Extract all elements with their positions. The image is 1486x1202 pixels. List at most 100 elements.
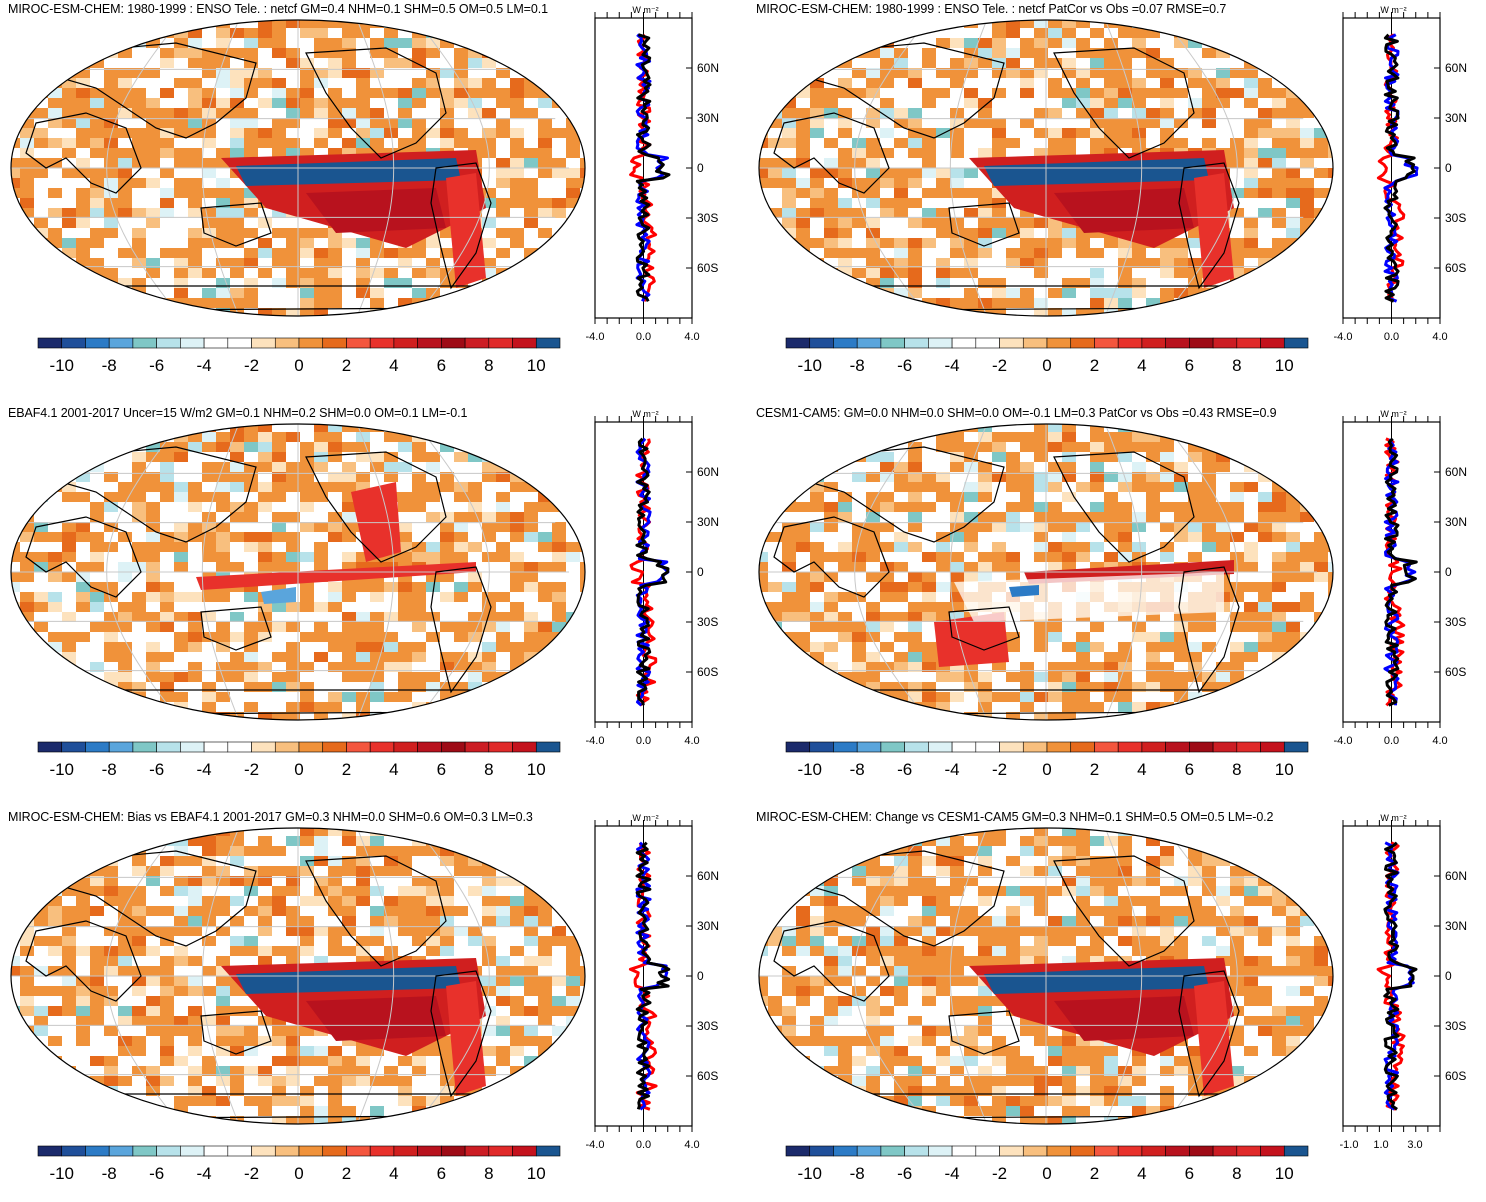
colorbar-label: -2 — [244, 1164, 259, 1183]
colorbar-label: 4 — [389, 1164, 398, 1183]
colorbar-label: -4 — [945, 760, 960, 779]
panel-model-enso: MIROC-ESM-CHEM: 1980-1999 : ENSO Tele. :… — [0, 0, 743, 394]
colorbar-label: -8 — [850, 760, 865, 779]
profile-x-tick-label: 4.0 — [1432, 735, 1447, 747]
latitude-label: 30S — [697, 1019, 718, 1033]
colorbar-label: -4 — [197, 356, 212, 375]
colorbar-label: -8 — [850, 1164, 865, 1183]
latitude-label: 30N — [697, 111, 719, 125]
profile-x-tick-label: 1.0 — [1373, 1139, 1388, 1151]
latitude-label: 0 — [697, 565, 704, 579]
colorbar-label: -10 — [49, 356, 74, 375]
colorbar-label: 6 — [437, 356, 446, 375]
colorbar-label: -2 — [244, 356, 259, 375]
panel-title: MIROC-ESM-CHEM: Bias vs EBAF4.1 2001-201… — [8, 810, 533, 824]
colorbar-label: 4 — [1137, 1164, 1146, 1183]
profile-unit-label: W m⁻² — [632, 813, 658, 823]
profile-x-tick-label: -4.0 — [586, 331, 605, 343]
profile-unit-label: W m⁻² — [1380, 813, 1406, 823]
profile-x-tick-label: 4.0 — [684, 331, 699, 343]
colorbar-label: -2 — [992, 760, 1007, 779]
latitude-label: 60N — [1445, 869, 1467, 883]
latitude-label: 0 — [1445, 565, 1452, 579]
profile-x-tick-label: -4.0 — [1334, 735, 1353, 747]
colorbar: -10 -8 -6 -4 -2 0 2 4 6 8 10 — [36, 337, 566, 379]
profile-x-tick-label: 0.0 — [1384, 735, 1399, 747]
latitude-label: 60S — [1445, 665, 1466, 679]
latitude-label: 0 — [697, 161, 704, 175]
latitude-label: 30N — [697, 919, 719, 933]
profile-x-tick-label: 0.0 — [636, 1139, 651, 1151]
colorbar-label: -6 — [149, 356, 164, 375]
profile-unit-label: W m⁻² — [1380, 5, 1406, 15]
colorbar-label: 10 — [1275, 1164, 1294, 1183]
colorbar-label: 4 — [1137, 356, 1146, 375]
colorbar-label: -10 — [797, 356, 822, 375]
colorbar-label: -8 — [850, 356, 865, 375]
colorbar-label: -6 — [897, 1164, 912, 1183]
profile-x-tick-label: 4.0 — [684, 1139, 699, 1151]
world-map — [754, 422, 1338, 722]
world-map — [6, 826, 590, 1126]
colorbar-label: -2 — [992, 356, 1007, 375]
colorbar-label: 4 — [389, 760, 398, 779]
latitude-label: 0 — [1445, 969, 1452, 983]
colorbar-label: 4 — [389, 356, 398, 375]
world-map — [754, 18, 1338, 318]
colorbar-label: 0 — [1042, 1164, 1051, 1183]
colorbar-label: 8 — [484, 356, 493, 375]
latitude-label: 60S — [1445, 261, 1466, 275]
colorbar-label: -4 — [945, 1164, 960, 1183]
panel-title: EBAF4.1 2001-2017 Uncer=15 W/m2 GM=0.1 N… — [8, 406, 467, 420]
colorbar-label: 6 — [1185, 1164, 1194, 1183]
colorbar-label: -8 — [102, 1164, 117, 1183]
latitude-label: 60S — [697, 665, 718, 679]
colorbar-label: 10 — [527, 760, 546, 779]
colorbar-label: 6 — [1185, 760, 1194, 779]
latitude-label: 0 — [1445, 161, 1452, 175]
colorbar-label: 2 — [1090, 356, 1099, 375]
latitude-label: 60N — [1445, 465, 1467, 479]
panel-bias-obs: MIROC-ESM-CHEM: Bias vs EBAF4.1 2001-201… — [0, 808, 743, 1202]
colorbar-label: -10 — [797, 760, 822, 779]
colorbar-label: 0 — [294, 356, 303, 375]
profile-unit-label: W m⁻² — [1380, 409, 1406, 419]
colorbar-label: 10 — [527, 1164, 546, 1183]
panel-change-cesm: MIROC-ESM-CHEM: Change vs CESM1-CAM5 GM=… — [748, 808, 1486, 1202]
colorbar-label: 6 — [437, 1164, 446, 1183]
colorbar-label: -8 — [102, 356, 117, 375]
colorbar-label: -10 — [49, 760, 74, 779]
colorbar-label: 2 — [342, 760, 351, 779]
colorbar-label: 8 — [1232, 356, 1241, 375]
panel-title: MIROC-ESM-CHEM: 1980-1999 : ENSO Tele. :… — [756, 2, 1226, 16]
profile-x-tick-label: -1.0 — [1340, 1139, 1359, 1151]
colorbar-label: 10 — [527, 356, 546, 375]
colorbar-label: 8 — [1232, 760, 1241, 779]
latitude-label: 30N — [697, 515, 719, 529]
colorbar-label: 8 — [1232, 1164, 1241, 1183]
colorbar-label: 10 — [1275, 356, 1294, 375]
profile-x-tick-label: 0.0 — [636, 331, 651, 343]
latitude-label: 60N — [697, 61, 719, 75]
colorbar-label: -4 — [945, 356, 960, 375]
latitude-label: 30S — [1445, 211, 1466, 225]
colorbar-label: 6 — [437, 760, 446, 779]
colorbar-label: 6 — [1185, 356, 1194, 375]
profile-x-tick-label: -4.0 — [586, 735, 605, 747]
panel-obs-ebaf: EBAF4.1 2001-2017 Uncer=15 W/m2 GM=0.1 N… — [0, 404, 743, 798]
colorbar-label: 0 — [1042, 760, 1051, 779]
colorbar-label: 2 — [342, 356, 351, 375]
latitude-label: 60N — [697, 465, 719, 479]
latitude-label: 60N — [697, 869, 719, 883]
colorbar-label: 8 — [484, 760, 493, 779]
colorbar-label: -6 — [897, 760, 912, 779]
